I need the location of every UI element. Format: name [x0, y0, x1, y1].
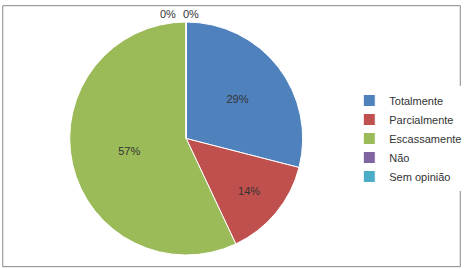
svg-text:57%: 57%	[118, 145, 140, 157]
svg-text:0%: 0%	[183, 8, 199, 20]
svg-text:Totalmente: Totalmente	[389, 95, 443, 107]
svg-text:14%: 14%	[238, 185, 260, 197]
svg-text:Parcialmente: Parcialmente	[389, 114, 453, 126]
svg-text:29%: 29%	[227, 93, 249, 105]
svg-text:Sem opinião: Sem opinião	[389, 171, 450, 183]
svg-text:Não: Não	[389, 152, 409, 164]
svg-text:Escassamente: Escassamente	[389, 133, 461, 145]
svg-text:0%: 0%	[160, 8, 176, 20]
